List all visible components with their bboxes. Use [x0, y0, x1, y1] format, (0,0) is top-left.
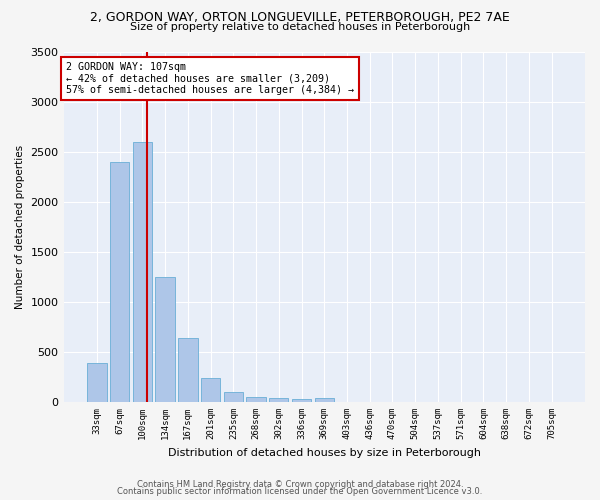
Bar	[292, 399, 311, 402]
Bar	[224, 392, 243, 402]
Text: Contains public sector information licensed under the Open Government Licence v3: Contains public sector information licen…	[118, 487, 482, 496]
Bar	[201, 378, 220, 402]
Text: 2, GORDON WAY, ORTON LONGUEVILLE, PETERBOROUGH, PE2 7AE: 2, GORDON WAY, ORTON LONGUEVILLE, PETERB…	[90, 11, 510, 24]
X-axis label: Distribution of detached houses by size in Peterborough: Distribution of detached houses by size …	[168, 448, 481, 458]
Text: Size of property relative to detached houses in Peterborough: Size of property relative to detached ho…	[130, 22, 470, 32]
Bar	[247, 396, 266, 402]
Bar	[133, 142, 152, 402]
Bar	[178, 338, 197, 402]
Bar	[314, 398, 334, 402]
Bar	[155, 277, 175, 402]
Bar	[110, 162, 130, 402]
Bar	[269, 398, 289, 402]
Text: Contains HM Land Registry data © Crown copyright and database right 2024.: Contains HM Land Registry data © Crown c…	[137, 480, 463, 489]
Bar	[87, 363, 107, 402]
Text: 2 GORDON WAY: 107sqm
← 42% of detached houses are smaller (3,209)
57% of semi-de: 2 GORDON WAY: 107sqm ← 42% of detached h…	[66, 62, 354, 95]
Y-axis label: Number of detached properties: Number of detached properties	[15, 144, 25, 309]
